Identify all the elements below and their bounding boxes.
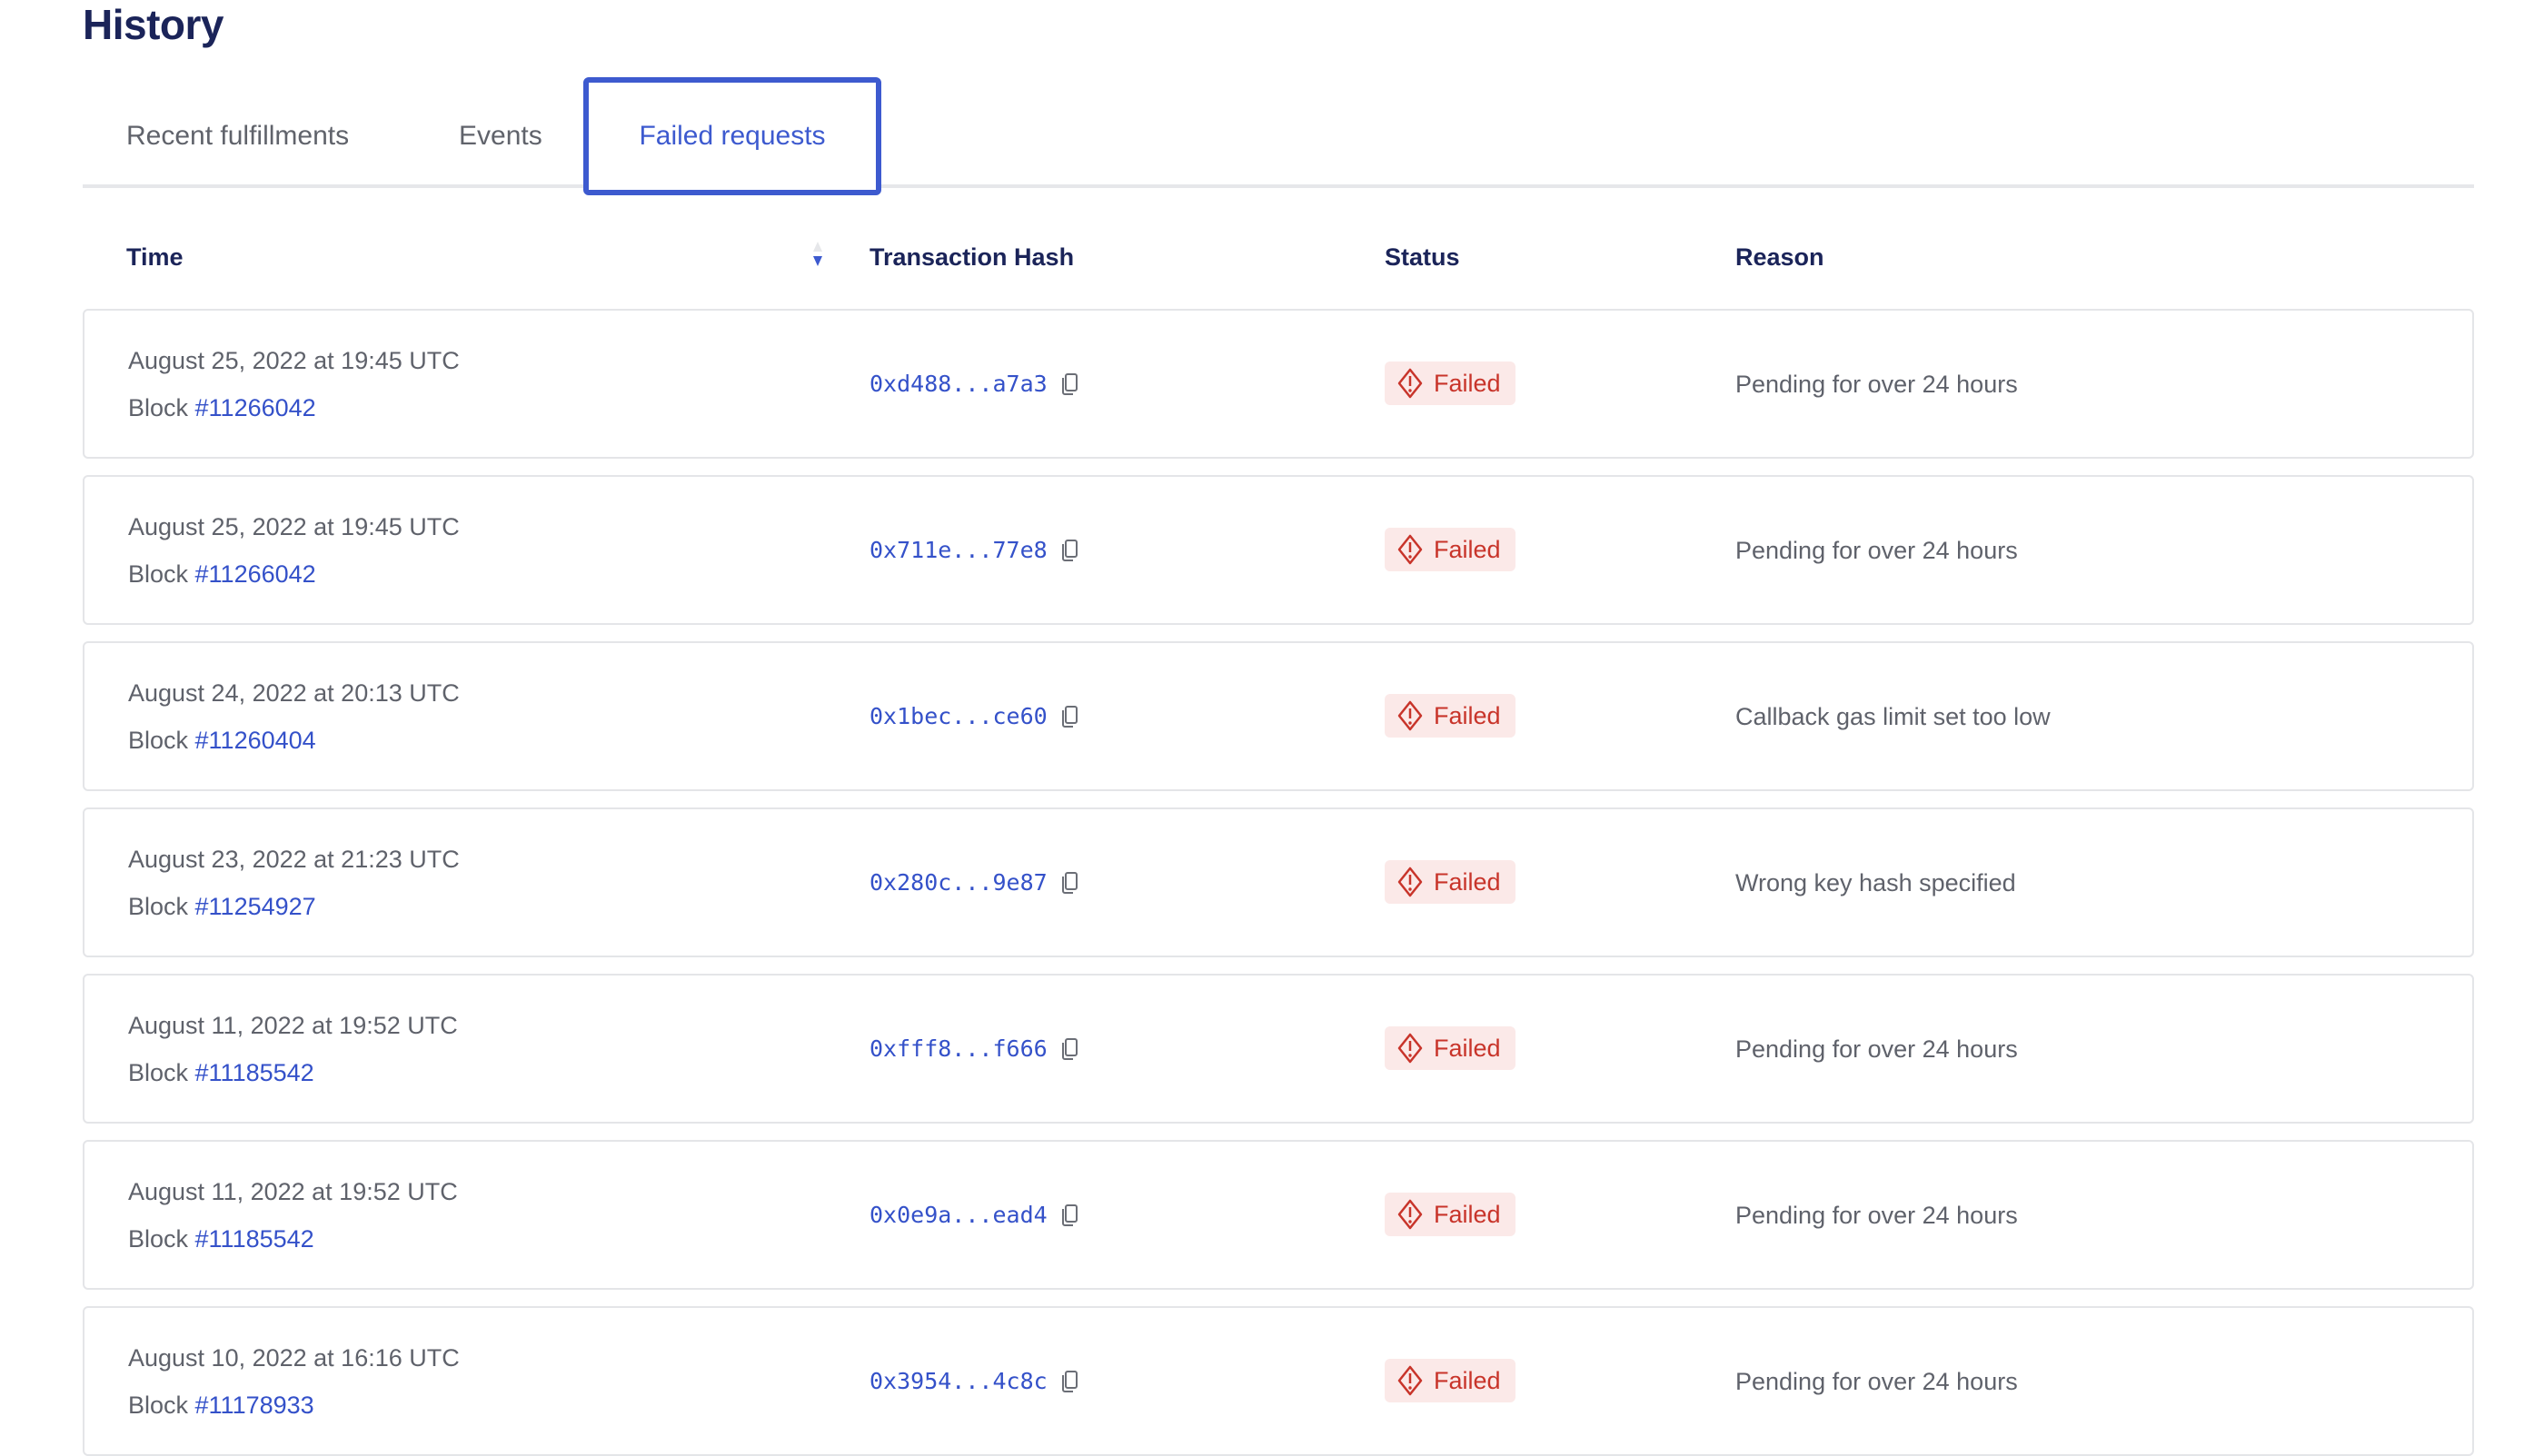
tab-divider xyxy=(83,184,2474,188)
table-row: August 25, 2022 at 19:45 UTC Block #1126… xyxy=(83,475,2474,625)
transaction-hash-link[interactable]: 0x1bec...ce60 xyxy=(869,703,1048,729)
row-block: Block #11266042 xyxy=(128,560,316,589)
block-label: Block xyxy=(128,560,195,588)
row-block: Block #11185542 xyxy=(128,1225,314,1253)
row-block: Block #11254927 xyxy=(128,893,316,921)
row-date: August 11, 2022 at 19:52 UTC xyxy=(128,1012,458,1039)
row-date: August 25, 2022 at 19:45 UTC xyxy=(128,513,460,540)
warning-diamond-icon xyxy=(1397,368,1423,399)
row-date: August 25, 2022 at 19:45 UTC xyxy=(128,347,460,374)
status-label: Failed xyxy=(1434,867,1501,896)
row-block: Block #11178933 xyxy=(128,1392,314,1420)
tab-events[interactable]: Events xyxy=(459,121,542,151)
transaction-hash-link[interactable]: 0x280c...9e87 xyxy=(869,869,1048,896)
failure-reason: Pending for over 24 hours xyxy=(1735,371,2018,398)
status-badge: Failed xyxy=(1385,694,1515,738)
row-date: August 10, 2022 at 16:16 UTC xyxy=(128,1344,460,1372)
warning-diamond-icon xyxy=(1397,534,1423,565)
transaction-hash: 0xfff8...f666 xyxy=(869,1035,1078,1062)
header-time[interactable]: Time xyxy=(126,243,184,271)
page-title: History xyxy=(83,1,224,48)
copy-icon[interactable] xyxy=(1060,1037,1078,1061)
header-reason: Reason xyxy=(1735,243,1824,271)
block-link[interactable]: #11178933 xyxy=(194,1392,314,1419)
table-row: August 11, 2022 at 19:52 UTC Block #1118… xyxy=(83,974,2474,1124)
table-row: August 11, 2022 at 19:52 UTC Block #1118… xyxy=(83,1140,2474,1290)
failure-reason: Callback gas limit set too low xyxy=(1735,703,2051,730)
block-label: Block xyxy=(128,727,195,754)
status-badge: Failed xyxy=(1385,1026,1515,1070)
tab-failed-requests[interactable]: Failed requests xyxy=(583,77,881,195)
row-block: Block #11260404 xyxy=(128,727,316,755)
transaction-hash-link[interactable]: 0xfff8...f666 xyxy=(869,1035,1048,1062)
block-label: Block xyxy=(128,1225,195,1253)
table-row: August 24, 2022 at 20:13 UTC Block #1126… xyxy=(83,641,2474,791)
status-badge: Failed xyxy=(1385,528,1515,571)
row-block: Block #11185542 xyxy=(128,1059,314,1087)
failure-reason: Pending for over 24 hours xyxy=(1735,1035,2018,1063)
row-block: Block #11266042 xyxy=(128,394,316,422)
status-label: Failed xyxy=(1434,1200,1501,1228)
block-label: Block xyxy=(128,1392,195,1419)
block-link[interactable]: #11260404 xyxy=(194,727,316,754)
block-link[interactable]: #11185542 xyxy=(194,1059,314,1086)
tab-bar: Recent fulfillments Events Failed reques… xyxy=(83,77,2474,195)
block-label: Block xyxy=(128,1059,195,1086)
failure-reason: Pending for over 24 hours xyxy=(1735,1368,2018,1395)
table-row: August 23, 2022 at 21:23 UTC Block #1125… xyxy=(83,807,2474,957)
transaction-hash: 0x711e...77e8 xyxy=(869,537,1078,563)
table-row: August 10, 2022 at 16:16 UTC Block #1117… xyxy=(83,1306,2474,1456)
copy-icon[interactable] xyxy=(1060,1203,1078,1227)
row-date: August 23, 2022 at 21:23 UTC xyxy=(128,846,460,873)
warning-diamond-icon xyxy=(1397,1199,1423,1230)
status-label: Failed xyxy=(1434,369,1501,397)
status-badge: Failed xyxy=(1385,362,1515,405)
status-badge: Failed xyxy=(1385,860,1515,904)
copy-icon[interactable] xyxy=(1060,372,1078,396)
block-link[interactable]: #11254927 xyxy=(194,893,316,920)
status-label: Failed xyxy=(1434,535,1501,563)
copy-icon[interactable] xyxy=(1060,1370,1078,1393)
transaction-hash: 0x3954...4c8c xyxy=(869,1368,1078,1394)
block-link[interactable]: #11185542 xyxy=(194,1225,314,1253)
status-badge: Failed xyxy=(1385,1359,1515,1402)
warning-diamond-icon xyxy=(1397,867,1423,897)
block-label: Block xyxy=(128,893,195,920)
status-badge: Failed xyxy=(1385,1193,1515,1236)
warning-diamond-icon xyxy=(1397,1365,1423,1396)
failure-reason: Pending for over 24 hours xyxy=(1735,537,2018,564)
failure-reason: Pending for over 24 hours xyxy=(1735,1202,2018,1229)
copy-icon[interactable] xyxy=(1060,539,1078,562)
transaction-hash: 0x280c...9e87 xyxy=(869,869,1078,896)
warning-diamond-icon xyxy=(1397,700,1423,731)
transaction-hash-link[interactable]: 0x0e9a...ead4 xyxy=(869,1202,1048,1228)
transaction-hash: 0x0e9a...ead4 xyxy=(869,1202,1078,1228)
row-date: August 11, 2022 at 19:52 UTC xyxy=(128,1178,458,1205)
transaction-hash-link[interactable]: 0x711e...77e8 xyxy=(869,537,1048,563)
failure-reason: Wrong key hash specified xyxy=(1735,869,2016,896)
transaction-hash: 0x1bec...ce60 xyxy=(869,703,1078,729)
table-header: Time Transaction Hash Status Reason xyxy=(0,238,2524,278)
warning-diamond-icon xyxy=(1397,1033,1423,1064)
transaction-hash-link[interactable]: 0x3954...4c8c xyxy=(869,1368,1048,1394)
row-date: August 24, 2022 at 20:13 UTC xyxy=(128,679,460,707)
transaction-hash-link[interactable]: 0xd488...a7a3 xyxy=(869,371,1048,397)
transaction-hash: 0xd488...a7a3 xyxy=(869,371,1078,397)
header-status: Status xyxy=(1385,243,1460,271)
table-row: August 25, 2022 at 19:45 UTC Block #1126… xyxy=(83,309,2474,459)
block-label: Block xyxy=(128,394,195,421)
status-label: Failed xyxy=(1434,1366,1501,1394)
status-label: Failed xyxy=(1434,1034,1501,1062)
sort-arrows-icon[interactable] xyxy=(810,238,825,271)
tab-recent-fulfillments[interactable]: Recent fulfillments xyxy=(126,121,350,151)
header-transaction-hash: Transaction Hash xyxy=(869,243,1075,271)
copy-icon[interactable] xyxy=(1060,871,1078,895)
status-label: Failed xyxy=(1434,701,1501,729)
copy-icon[interactable] xyxy=(1060,705,1078,728)
block-link[interactable]: #11266042 xyxy=(194,394,316,421)
block-link[interactable]: #11266042 xyxy=(194,560,316,588)
